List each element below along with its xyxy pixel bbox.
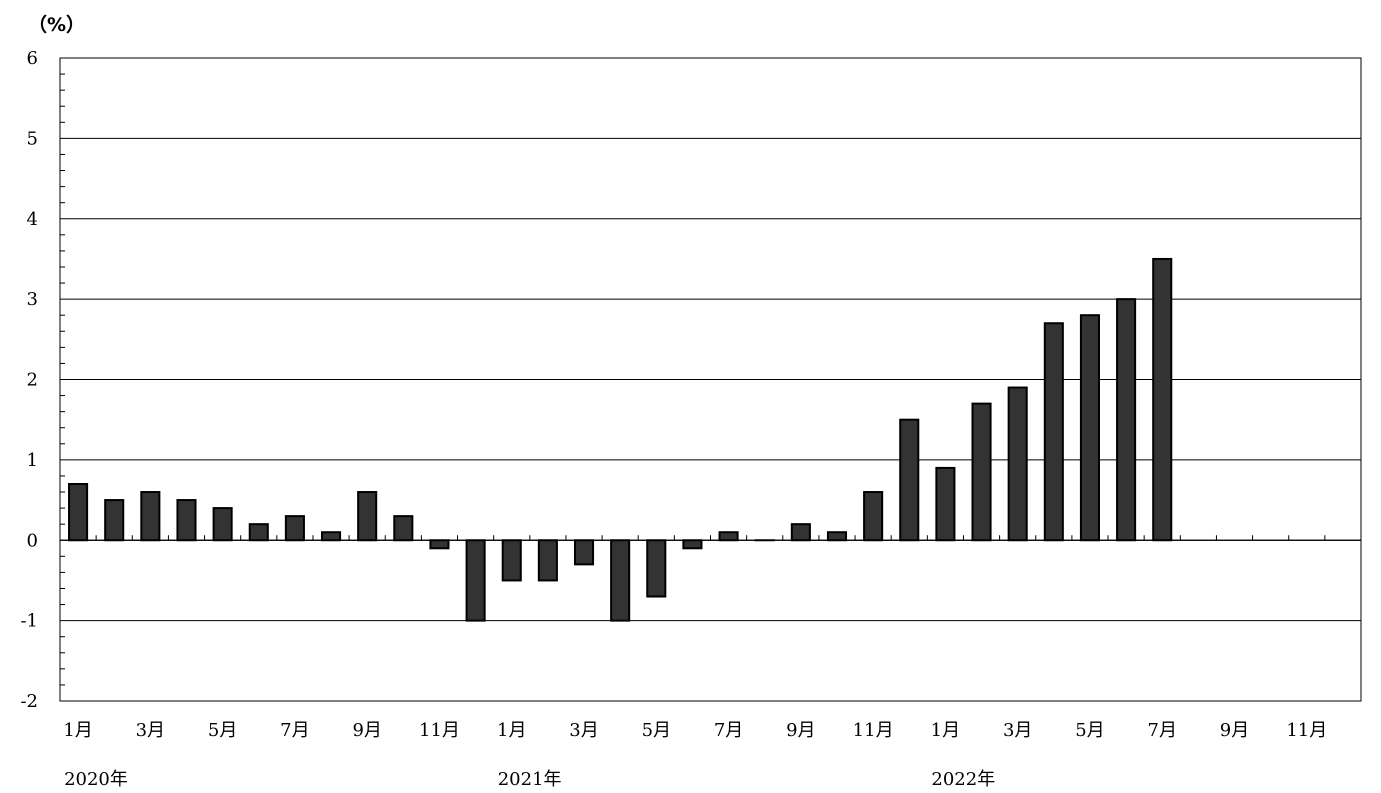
x-month-label: 3月	[136, 720, 165, 741]
y-tick-label: 3	[27, 289, 38, 310]
bar-2021-01	[501, 539, 522, 582]
bar-2022-04	[1043, 322, 1064, 542]
bar-2021-07	[718, 531, 739, 542]
bar-2020-07	[284, 515, 305, 542]
y-tick-label: 0	[27, 530, 38, 551]
x-month-label: 1月	[497, 720, 526, 741]
bar-2022-06	[1116, 298, 1137, 542]
bar-2020-03	[140, 491, 161, 542]
bar-2021-06	[682, 539, 703, 550]
x-year-label: 2022年	[931, 769, 995, 790]
y-tick-label: 4	[27, 209, 38, 230]
bar-2020-05	[212, 507, 233, 542]
x-year-label: 2020年	[64, 769, 128, 790]
y-axis-labels: 6 5 4 3 2 1 0 -1 -2	[20, 48, 38, 712]
y-tick-label: 2	[27, 370, 38, 391]
bar-2022-07	[1152, 257, 1173, 542]
x-month-label: 5月	[1075, 720, 1104, 741]
y-tick-label: 6	[27, 48, 38, 69]
y-tick-label: -1	[20, 611, 38, 632]
x-month-label: 11月	[1286, 720, 1327, 741]
x-month-label: 5月	[208, 720, 237, 741]
x-month-label: 11月	[419, 720, 460, 741]
x-month-label: 1月	[931, 720, 960, 741]
bar-2021-04	[610, 539, 631, 622]
bar-2020-06	[248, 523, 269, 542]
bar-2020-02	[104, 499, 125, 542]
plot-frame	[59, 57, 1362, 702]
x-month-label: 7月	[1148, 720, 1177, 741]
bar-2022-01	[935, 466, 956, 542]
bar-2021-11	[863, 491, 884, 542]
x-month-label: 11月	[853, 720, 894, 741]
bar-2020-08	[321, 531, 342, 542]
x-month-label: 9月	[1220, 720, 1249, 741]
x-month-label: 1月	[63, 720, 92, 741]
x-month-label: 5月	[642, 720, 671, 741]
y-tick-label: 1	[27, 450, 38, 471]
x-month-label: 3月	[1003, 720, 1032, 741]
bar-2022-05	[1079, 314, 1100, 542]
bar-2020-10	[393, 515, 414, 542]
x-month-label: 7月	[714, 720, 743, 741]
bar-2020-09	[357, 491, 378, 542]
bar-2021-03	[573, 539, 595, 566]
y-tick-label: 5	[27, 128, 38, 149]
x-month-label: 3月	[569, 720, 598, 741]
bars	[68, 257, 1173, 622]
bar-2021-05	[646, 539, 667, 598]
bar-2021-10	[826, 531, 848, 542]
x-year-label: 2021年	[498, 769, 562, 790]
axes	[59, 57, 1362, 702]
bar-2020-12	[465, 539, 486, 622]
bar-2020-04	[176, 499, 197, 542]
x-month-label: 9月	[786, 720, 815, 741]
x-month-label: 9月	[352, 720, 381, 741]
bar-2022-03	[1007, 386, 1028, 542]
bar-2022-02	[971, 402, 992, 542]
x-axis-labels: 1月 3月 5月 7月 9月 11月 1月 3月 5月 7月 9月 11月 1月 3月 5月 7月 9月 11月 2…	[63, 720, 1327, 790]
unit-label: （%）	[28, 13, 85, 36]
y-tick-label: -2	[20, 691, 38, 712]
x-month-label: 7月	[280, 720, 309, 741]
bar-2021-12	[899, 418, 920, 542]
bar-2020-11	[429, 539, 450, 550]
bar-2020-01	[68, 482, 89, 542]
bar-2021-09	[790, 523, 811, 542]
bar-2021-02	[537, 539, 558, 582]
